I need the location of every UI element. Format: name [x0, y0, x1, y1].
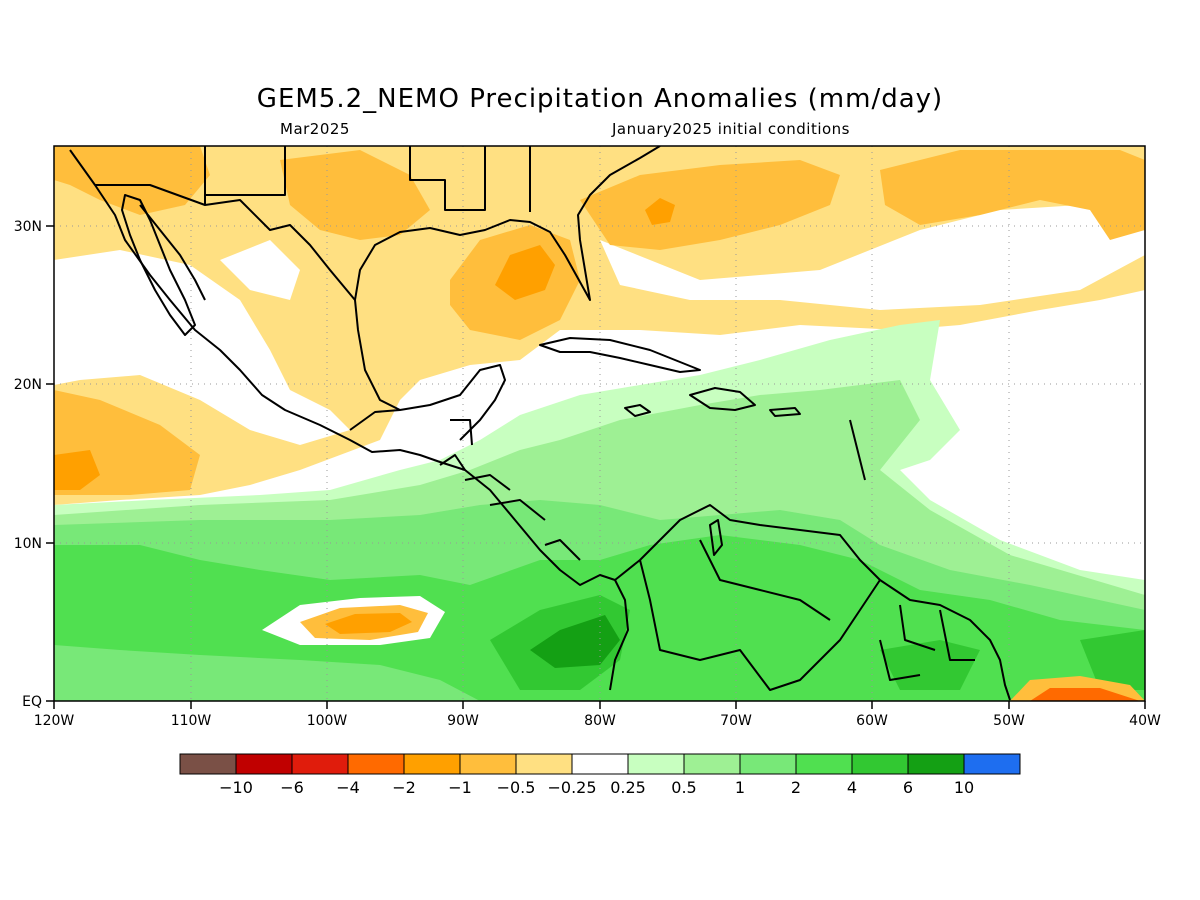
y-tick-label: 30N [14, 219, 42, 235]
colorbar-swatch [795, 753, 853, 775]
colorbar-label: 10 [954, 778, 974, 797]
x-tick-label: 90W [447, 713, 479, 729]
colorbar-label: −10 [219, 778, 253, 797]
colorbar-label: 4 [847, 778, 857, 797]
x-tick-label: 50W [993, 713, 1025, 729]
colorbar-swatch [851, 753, 909, 775]
y-axis-labels: EQ 10N 20N 30N [14, 219, 42, 710]
colorbar-swatch [907, 753, 965, 775]
dry-core-gulf-inner [495, 245, 555, 300]
x-tick-label: 120W [34, 713, 75, 729]
colorbar-swatch [179, 753, 237, 775]
initial-conditions-label: January2025 initial conditions [612, 120, 850, 138]
colorbar-label: 0.5 [671, 778, 696, 797]
colorbar-swatch [403, 753, 461, 775]
wet-stronger-brazil [1080, 630, 1145, 690]
x-tick-label: 100W [307, 713, 348, 729]
dry-blob-amazon-core [1030, 688, 1140, 701]
y-tick-label: EQ [22, 694, 42, 710]
dry-white-gap-atlantic [600, 205, 1145, 310]
colorbar-label: −2 [392, 778, 416, 797]
colorbar-label: −0.5 [497, 778, 536, 797]
y-tick-label: 10N [14, 536, 42, 552]
dry-white-gap-mexico [220, 240, 300, 300]
colorbar-swatch [291, 753, 349, 775]
colorbar-label: −1 [448, 778, 472, 797]
colorbar-swatch [627, 753, 685, 775]
colorbar: −10 −6 −4 −2 −1 −0.5 −0.25 0.25 0.5 1 2 4 6 10 [179, 753, 1021, 797]
colorbar-label: 6 [903, 778, 913, 797]
dry-core-atlantic-east [880, 150, 1145, 240]
colorbar-swatch [571, 753, 629, 775]
dry-core-northwest [54, 146, 210, 215]
colorbar-swatch [459, 753, 517, 775]
anomaly-field [54, 146, 1145, 701]
colorbar-swatch [515, 753, 573, 775]
x-tick-label: 110W [171, 713, 212, 729]
map-title: GEM5.2_NEMO Precipitation Anomalies (mm/… [256, 84, 944, 114]
colorbar-label: 2 [791, 778, 801, 797]
y-tick-label: 20N [14, 377, 42, 393]
grid-lines [54, 146, 1145, 701]
coastlines [69, 146, 1011, 701]
colorbar-label: 0.25 [610, 778, 646, 797]
colorbar-label: −4 [336, 778, 360, 797]
colorbar-label: −0.25 [547, 778, 596, 797]
x-axis-labels: 120W 110W 100W 90W 80W 70W 60W 50W 40W [34, 713, 1161, 729]
x-tick-label: 60W [856, 713, 888, 729]
dry-blob-pacific-core [325, 613, 412, 634]
dry-core-pacific-inner [54, 450, 100, 490]
dry-core-mexico [280, 150, 430, 240]
x-tick-label: 40W [1129, 713, 1161, 729]
dry-white-gap [54, 250, 350, 445]
colorbar-swatch [963, 753, 1021, 775]
dry-core-atlantic-west [580, 160, 840, 250]
colorbar-label: 1 [735, 778, 745, 797]
colorbar-swatch [683, 753, 741, 775]
x-tick-label: 70W [720, 713, 752, 729]
forecast-month: Mar2025 [280, 120, 350, 138]
wet-strongest-colombia [530, 615, 620, 668]
x-tick-label: 80W [584, 713, 616, 729]
colorbar-swatch [739, 753, 797, 775]
colorbar-swatch [347, 753, 405, 775]
axis-ticks [46, 225, 1146, 709]
colorbar-label: −6 [280, 778, 304, 797]
dry-core-atlantic-dot [645, 198, 675, 225]
colorbar-swatch [235, 753, 293, 775]
